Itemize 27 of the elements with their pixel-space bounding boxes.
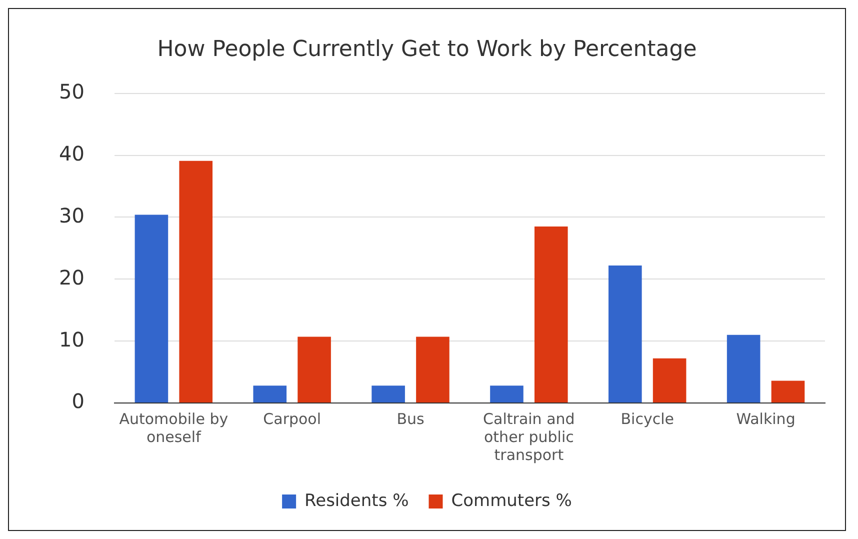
bar bbox=[608, 266, 642, 402]
y-tick-label: 40 bbox=[58, 142, 84, 166]
legend-label: Commuters % bbox=[451, 490, 572, 511]
bar bbox=[298, 336, 331, 402]
legend-label: Residents % bbox=[304, 490, 409, 511]
x-tick-label: Bicycle bbox=[620, 410, 674, 428]
bar bbox=[490, 386, 524, 402]
bar bbox=[253, 386, 287, 402]
x-tick-label: Caltrain and other public transport bbox=[483, 410, 575, 464]
x-tick-label: Walking bbox=[736, 410, 796, 428]
x-tick-label: Bus bbox=[396, 410, 424, 428]
bar bbox=[771, 380, 805, 402]
bar bbox=[726, 334, 760, 402]
x-tick-label: Carpool bbox=[263, 410, 322, 428]
bar bbox=[134, 214, 168, 402]
bar bbox=[179, 160, 213, 402]
y-tick-label: 10 bbox=[58, 327, 84, 352]
chart-title: How People Currently Get to Work by Percentage bbox=[157, 36, 697, 62]
bar bbox=[534, 226, 568, 402]
y-tick-label: 50 bbox=[58, 80, 84, 104]
bar bbox=[652, 358, 686, 402]
y-tick-label: 20 bbox=[58, 265, 84, 290]
x-tick-label: Automobile by oneself bbox=[119, 410, 228, 446]
y-tick-label: 30 bbox=[58, 203, 84, 228]
y-tick-label: 0 bbox=[72, 389, 84, 414]
bar bbox=[416, 336, 450, 402]
bar bbox=[372, 386, 405, 402]
